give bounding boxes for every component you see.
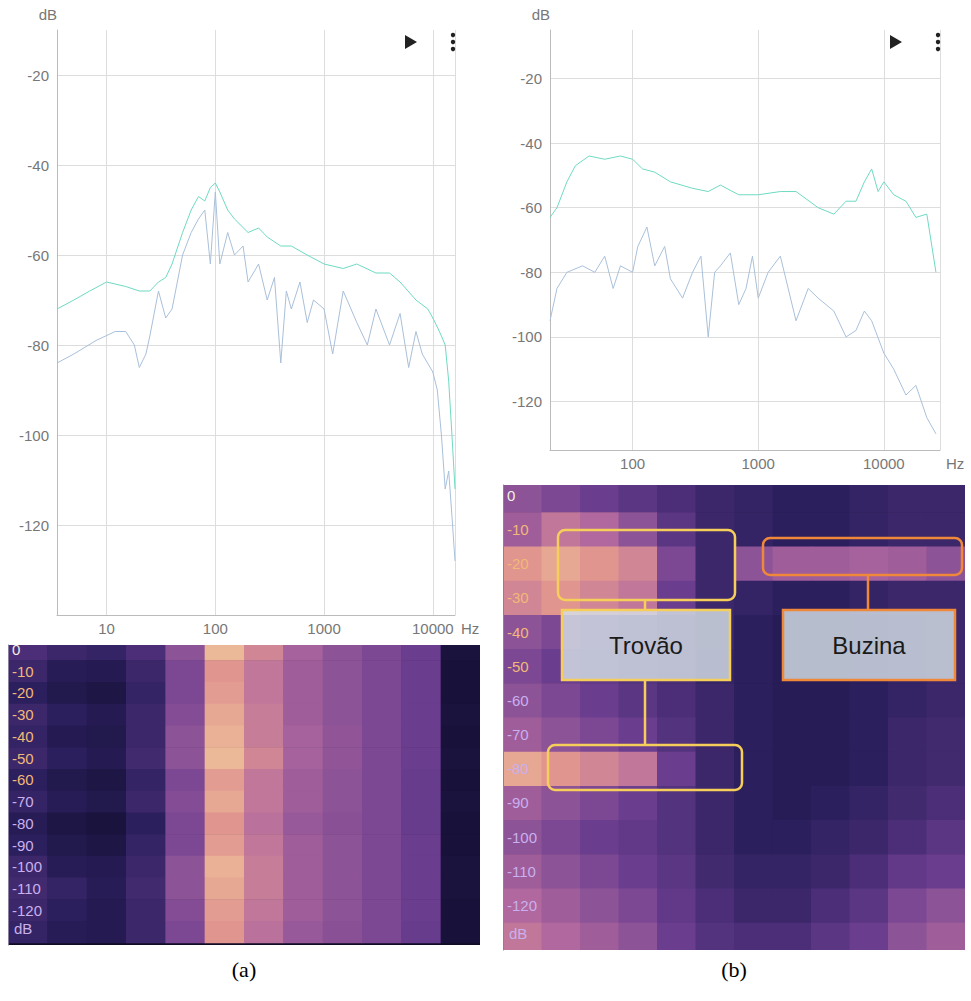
svg-text:Hz: Hz	[946, 455, 964, 472]
svg-text:100: 100	[620, 455, 645, 472]
svg-text:-120: -120	[19, 517, 49, 534]
svg-text:dB: dB	[532, 6, 550, 23]
svg-text:-90: -90	[12, 837, 34, 854]
svg-text:-80: -80	[12, 815, 34, 832]
svg-text:-120: -120	[12, 902, 42, 919]
svg-text:-40: -40	[12, 728, 34, 745]
svg-text:-70: -70	[12, 793, 34, 810]
svg-text:Hz: Hz	[461, 620, 479, 637]
svg-text:-50: -50	[12, 750, 34, 767]
svg-text:10000: 10000	[412, 620, 454, 637]
svg-text:-70: -70	[507, 726, 529, 743]
svg-text:-120: -120	[512, 393, 542, 410]
svg-text:-60: -60	[12, 771, 34, 788]
svg-text:-110: -110	[12, 880, 41, 897]
svg-text:Buzina: Buzina	[832, 632, 906, 659]
svg-text:1000: 1000	[742, 455, 775, 472]
svg-text:-40: -40	[520, 135, 542, 152]
svg-text:-20: -20	[520, 70, 542, 87]
svg-text:Trovão: Trovão	[609, 632, 683, 659]
svg-text:-20: -20	[12, 684, 34, 701]
svg-text:0: 0	[12, 641, 20, 658]
svg-text:-80: -80	[520, 264, 542, 281]
svg-text:(b): (b)	[721, 957, 747, 982]
svg-text:10000: 10000	[863, 455, 905, 472]
svg-text:100: 100	[203, 620, 228, 637]
svg-text:-40: -40	[27, 157, 49, 174]
svg-text:1000: 1000	[307, 620, 340, 637]
svg-text:-10: -10	[507, 521, 529, 538]
svg-text:-30: -30	[507, 589, 529, 606]
svg-text:-10: -10	[12, 663, 34, 680]
svg-text:-120: -120	[507, 897, 537, 914]
svg-text:-100: -100	[12, 858, 42, 875]
svg-text:dB: dB	[39, 6, 57, 23]
svg-text:-60: -60	[507, 692, 529, 709]
svg-text:-60: -60	[520, 199, 542, 216]
svg-text:-60: -60	[27, 247, 49, 264]
svg-text:10: 10	[98, 620, 115, 637]
svg-text:-20: -20	[27, 67, 49, 84]
svg-text:dB: dB	[509, 925, 527, 942]
svg-text:dB: dB	[14, 920, 32, 937]
svg-text:-100: -100	[19, 427, 49, 444]
svg-text:-40: -40	[507, 624, 529, 641]
svg-text:-80: -80	[507, 760, 529, 777]
svg-text:-110: -110	[507, 863, 536, 880]
svg-text:-100: -100	[507, 829, 537, 846]
svg-text:(a): (a)	[232, 957, 256, 982]
svg-text:-100: -100	[512, 328, 542, 345]
svg-text:-50: -50	[507, 658, 529, 675]
svg-text:-30: -30	[12, 706, 34, 723]
svg-text:-80: -80	[27, 337, 49, 354]
svg-text:-90: -90	[507, 794, 529, 811]
svg-text:0: 0	[507, 487, 515, 504]
svg-text:-20: -20	[507, 555, 529, 572]
